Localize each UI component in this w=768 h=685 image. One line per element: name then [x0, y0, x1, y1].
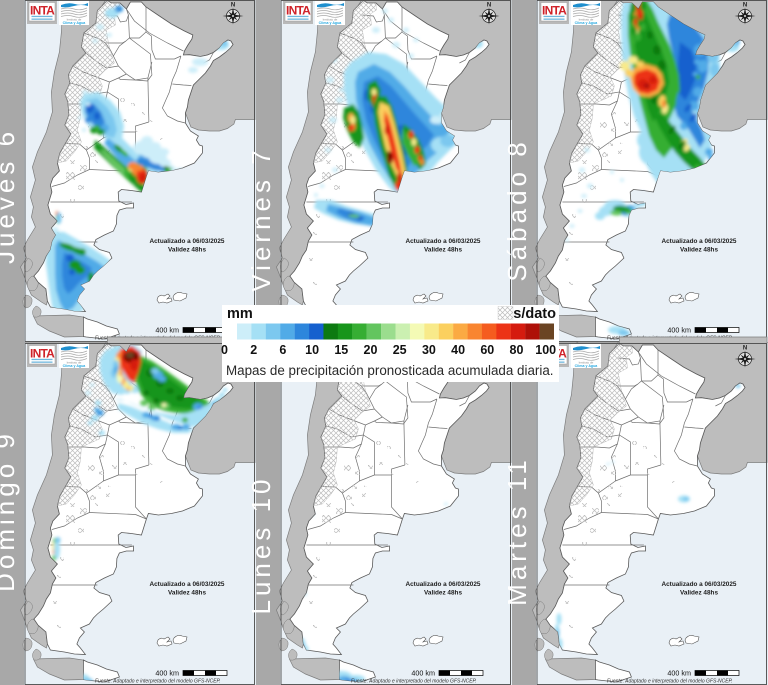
svg-text:0: 0: [221, 343, 228, 357]
svg-text:Jueves 6: Jueves 6: [0, 128, 20, 264]
svg-text:40: 40: [451, 343, 465, 357]
svg-text:30: 30: [422, 343, 436, 357]
svg-text:s/dato: s/dato: [513, 306, 556, 322]
svg-text:Sábado 8: Sábado 8: [502, 138, 532, 281]
svg-text:Mapas de precipitación pronost: Mapas de precipitación pronosticada acum…: [226, 363, 554, 378]
svg-text:20: 20: [364, 343, 378, 357]
svg-text:25: 25: [393, 343, 407, 357]
svg-text:Lunes 10: Lunes 10: [246, 476, 276, 615]
svg-text:100: 100: [535, 343, 556, 357]
svg-text:Martes 11: Martes 11: [502, 456, 532, 606]
svg-text:Viernes 7: Viernes 7: [246, 146, 276, 291]
svg-text:80: 80: [510, 343, 524, 357]
svg-text:60: 60: [480, 343, 494, 357]
svg-text:2: 2: [250, 343, 257, 357]
svg-text:mm: mm: [227, 306, 253, 322]
svg-text:6: 6: [279, 343, 286, 357]
svg-text:15: 15: [334, 343, 348, 357]
svg-text:10: 10: [305, 343, 319, 357]
svg-text:Domingo 9: Domingo 9: [0, 430, 20, 592]
